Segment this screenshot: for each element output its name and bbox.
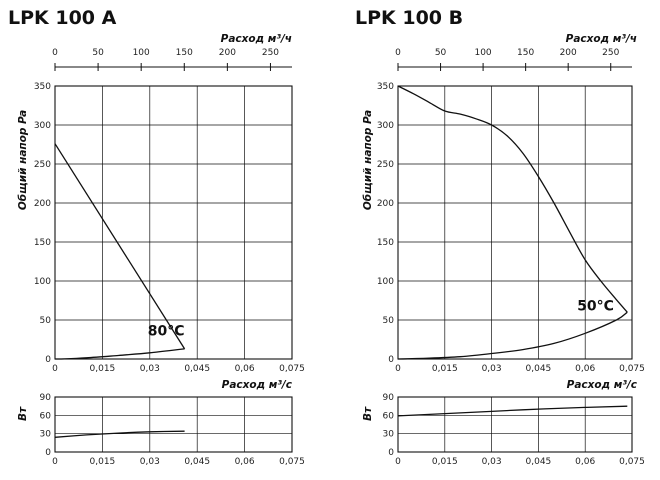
x-tick-label: 0,045: [184, 364, 210, 374]
pressure-tick-label: 200: [34, 199, 51, 209]
pressure-tick-label: 100: [34, 277, 51, 287]
x-tick-label: 0,03: [140, 364, 160, 374]
power-curve: [397, 405, 628, 417]
chart-title: LPK 100 B: [355, 7, 463, 29]
pressure-tick-label: 250: [377, 160, 394, 170]
top-tick-label: 200: [560, 48, 577, 58]
x-tick-label: 0,03: [140, 457, 160, 467]
top-tick-label: 200: [219, 48, 236, 58]
curves: [397, 85, 628, 417]
power-plot-frame: [397, 396, 633, 453]
top-tick-label: 50: [92, 48, 104, 58]
power-grid: 0 0,015 0,03 0,045 0,06 0,075 0 30 60 90: [383, 393, 645, 467]
x-tick-label: 0,015: [90, 364, 116, 374]
curves: [54, 143, 186, 438]
pressure-tick-label: 100: [377, 277, 394, 287]
pressure-tick-label: 0: [45, 355, 51, 365]
pressure-tick-label: 50: [40, 316, 52, 326]
x-tick-label: 0,06: [575, 364, 595, 374]
fan-pressure-curve: [54, 143, 186, 350]
chart-title: LPK 100 A: [8, 7, 117, 29]
x-tick-label: 0,06: [235, 364, 255, 374]
x-tick-label: 0,015: [90, 457, 116, 467]
top-axis: 0 50 100 150 200 250: [395, 48, 632, 71]
pressure-tick-label: 300: [34, 121, 51, 131]
x-tick-label: 0,03: [482, 457, 502, 467]
x-tick-label: 0,075: [619, 457, 645, 467]
top-tick-label: 0: [52, 48, 58, 58]
x-tick-label: 0,075: [619, 364, 645, 374]
x-tick-label: 0,06: [575, 457, 595, 467]
power-tick-label: 0: [45, 448, 51, 458]
x-tick-label: 0: [395, 457, 401, 467]
x-tick-label: 0,015: [432, 364, 458, 374]
x-tick-label: 0,045: [526, 364, 552, 374]
x-tick-label: 0,075: [279, 364, 305, 374]
pressure-tick-label: 350: [377, 82, 394, 92]
pressure-grid: 0 0,015 0,03 0,045 0,06 0,075 0 50 100 150 200 250 3…: [377, 82, 645, 374]
system-curve: [54, 348, 185, 360]
system-curve: [397, 311, 628, 360]
pressure-plot-frame: [54, 85, 293, 360]
top-tick-label: 100: [133, 48, 150, 58]
top-tick-label: 250: [262, 48, 279, 58]
x-tick-label: 0: [52, 457, 58, 467]
pressure-axis-title: Общий напор Pa: [362, 110, 374, 210]
pressure-tick-label: 150: [377, 238, 394, 248]
power-tick-label: 30: [40, 430, 52, 440]
x-tick-label: 0,075: [279, 457, 305, 467]
pressure-tick-label: 200: [377, 199, 394, 209]
pressure-plot-frame: [397, 85, 633, 360]
top-axis: 0 50 100 150 200 250: [52, 48, 292, 71]
power-axis-title: Вт: [362, 406, 374, 421]
x-tick-label: 0,045: [526, 457, 552, 467]
pressure-tick-label: 250: [34, 160, 51, 170]
power-tick-label: 90: [40, 393, 52, 403]
top-tick-label: 50: [435, 48, 447, 58]
pressure-tick-label: 300: [377, 121, 394, 131]
chart-lpk-100-b: LPK 100 B Расход м³/ч Общий напор Pa Рас…: [355, 7, 645, 467]
x-tick-label: 0,045: [184, 457, 210, 467]
pressure-tick-label: 350: [34, 82, 51, 92]
x-tick-label: 0,015: [432, 457, 458, 467]
power-curve: [54, 430, 185, 438]
power-tick-label: 60: [383, 411, 395, 421]
top-tick-label: 100: [474, 48, 491, 58]
top-axis-title: Расход м³/ч: [566, 33, 637, 45]
power-tick-label: 60: [40, 411, 52, 421]
bottom-axis-title: Расход м³/с: [567, 379, 638, 391]
power-plot-frame: [54, 396, 293, 453]
power-tick-label: 30: [383, 430, 395, 440]
pressure-tick-label: 50: [383, 316, 395, 326]
pressure-tick-label: 150: [34, 238, 51, 248]
power-tick-label: 90: [383, 393, 395, 403]
temperature-label: 50°C: [577, 299, 614, 315]
top-tick-label: 250: [602, 48, 619, 58]
pressure-grid: 0 0,015 0,03 0,045 0,06 0,075 0 50 100 150 200 250 3…: [34, 82, 305, 374]
top-tick-label: 150: [517, 48, 534, 58]
chart-lpk-100-a: LPK 100 A Расход м³/ч Общий напор Pa Рас…: [8, 7, 305, 467]
pressure-tick-label: 0: [388, 355, 394, 365]
top-tick-label: 0: [395, 48, 401, 58]
top-tick-label: 150: [176, 48, 193, 58]
x-tick-label: 0: [395, 364, 401, 374]
power-tick-label: 0: [388, 448, 394, 458]
pressure-axis-title: Общий напор Pa: [17, 110, 29, 210]
power-axis-title: Вт: [17, 406, 29, 421]
temperature-label: 80°C: [148, 324, 185, 340]
x-tick-label: 0,06: [235, 457, 255, 467]
top-axis-title: Расход м³/ч: [221, 33, 292, 45]
x-tick-label: 0,03: [482, 364, 502, 374]
power-grid: 0 0,015 0,03 0,045 0,06 0,075 0 30 60 90: [40, 393, 305, 467]
x-tick-label: 0: [52, 364, 58, 374]
fan-pressure-curve: [397, 85, 628, 313]
bottom-axis-title: Расход м³/с: [222, 379, 293, 391]
